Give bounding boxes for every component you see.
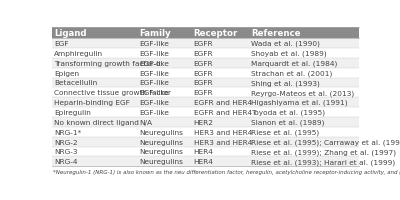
Text: EGF-like: EGF-like <box>139 60 169 66</box>
FancyBboxPatch shape <box>52 28 359 39</box>
FancyBboxPatch shape <box>52 157 359 166</box>
Text: HER4: HER4 <box>194 149 214 155</box>
Text: NRG-2: NRG-2 <box>54 139 78 145</box>
Text: *Neuregulin-1 (NRG-1) is also known as the neu differentiation factor, heregulin: *Neuregulin-1 (NRG-1) is also known as t… <box>53 169 400 174</box>
Text: Connective tissue growth factor: Connective tissue growth factor <box>54 90 171 96</box>
Text: Slanon et al. (1989): Slanon et al. (1989) <box>251 119 324 126</box>
Text: EGF-like: EGF-like <box>139 41 169 47</box>
FancyBboxPatch shape <box>52 108 359 117</box>
Text: EGFR: EGFR <box>194 80 213 86</box>
Text: HER2: HER2 <box>194 119 214 125</box>
Text: EGF-like: EGF-like <box>139 100 169 106</box>
Text: NRG-1*: NRG-1* <box>54 129 81 135</box>
Text: Reyrgo-Mateos et al. (2013): Reyrgo-Mateos et al. (2013) <box>251 90 354 96</box>
Text: EGFR: EGFR <box>194 90 213 96</box>
Text: HER4: HER4 <box>194 159 214 165</box>
FancyBboxPatch shape <box>52 98 359 108</box>
Text: N/A: N/A <box>139 119 152 125</box>
FancyBboxPatch shape <box>52 88 359 98</box>
FancyBboxPatch shape <box>52 127 359 137</box>
Text: Higashiyama et al. (1991): Higashiyama et al. (1991) <box>251 99 348 106</box>
FancyBboxPatch shape <box>52 39 359 49</box>
FancyBboxPatch shape <box>52 78 359 88</box>
Text: Riese et al. (1993); Harari et al. (1999): Riese et al. (1993); Harari et al. (1999… <box>251 158 395 165</box>
Text: EGF-like: EGF-like <box>139 51 169 57</box>
Text: Transforming growth factor-α: Transforming growth factor-α <box>54 60 161 66</box>
Text: Neuregulins: Neuregulins <box>139 129 183 135</box>
Text: Heparin-binding EGF: Heparin-binding EGF <box>54 100 130 106</box>
Text: Neuregulins: Neuregulins <box>139 149 183 155</box>
Text: NRG-4: NRG-4 <box>54 159 78 165</box>
Text: Riese et al. (1999); Zhang et al. (1997): Riese et al. (1999); Zhang et al. (1997) <box>251 149 396 155</box>
Text: Epigen: Epigen <box>54 70 79 76</box>
Text: Shoyab et al. (1989): Shoyab et al. (1989) <box>251 50 327 57</box>
Text: Shing et al. (1993): Shing et al. (1993) <box>251 80 320 86</box>
Text: EGF-like: EGF-like <box>139 110 169 115</box>
Text: EGF: EGF <box>54 41 68 47</box>
Text: Ligand: Ligand <box>54 29 86 38</box>
FancyBboxPatch shape <box>52 147 359 157</box>
FancyBboxPatch shape <box>52 137 359 147</box>
Text: No known direct ligand: No known direct ligand <box>54 119 139 125</box>
Text: HER3 and HER4: HER3 and HER4 <box>194 139 252 145</box>
Text: Riese et al. (1995); Carraway et al. (1997): Riese et al. (1995); Carraway et al. (19… <box>251 139 400 145</box>
Text: Neuregulins: Neuregulins <box>139 159 183 165</box>
Text: Riese et al. (1995): Riese et al. (1995) <box>251 129 319 135</box>
Text: Epiregulin: Epiregulin <box>54 110 91 115</box>
Text: EGF-like: EGF-like <box>139 70 169 76</box>
Text: Family: Family <box>139 29 171 38</box>
Text: EGF-like: EGF-like <box>139 90 169 96</box>
Text: Marquardt et al. (1984): Marquardt et al. (1984) <box>251 60 337 67</box>
Text: EGFR and HER4: EGFR and HER4 <box>194 100 252 106</box>
Text: EGFR: EGFR <box>194 60 213 66</box>
Text: NRG-3: NRG-3 <box>54 149 78 155</box>
Text: Receptor: Receptor <box>194 29 238 38</box>
Text: EGFR: EGFR <box>194 51 213 57</box>
Text: Strachan et al. (2001): Strachan et al. (2001) <box>251 70 332 77</box>
Text: Amphiregulin: Amphiregulin <box>54 51 103 57</box>
FancyBboxPatch shape <box>52 68 359 78</box>
Text: Betacellulin: Betacellulin <box>54 80 97 86</box>
Text: EGFR: EGFR <box>194 70 213 76</box>
Text: EGFR and HER4: EGFR and HER4 <box>194 110 252 115</box>
Text: Neuregulins: Neuregulins <box>139 139 183 145</box>
Text: Toyoda et al. (1995): Toyoda et al. (1995) <box>251 109 325 116</box>
FancyBboxPatch shape <box>52 59 359 68</box>
FancyBboxPatch shape <box>52 49 359 59</box>
FancyBboxPatch shape <box>52 117 359 127</box>
Text: HER3 and HER4: HER3 and HER4 <box>194 129 252 135</box>
Text: EGFR: EGFR <box>194 41 213 47</box>
Text: Reference: Reference <box>251 29 300 38</box>
Text: EGF-like: EGF-like <box>139 80 169 86</box>
Text: Wada et al. (1990): Wada et al. (1990) <box>251 41 320 47</box>
